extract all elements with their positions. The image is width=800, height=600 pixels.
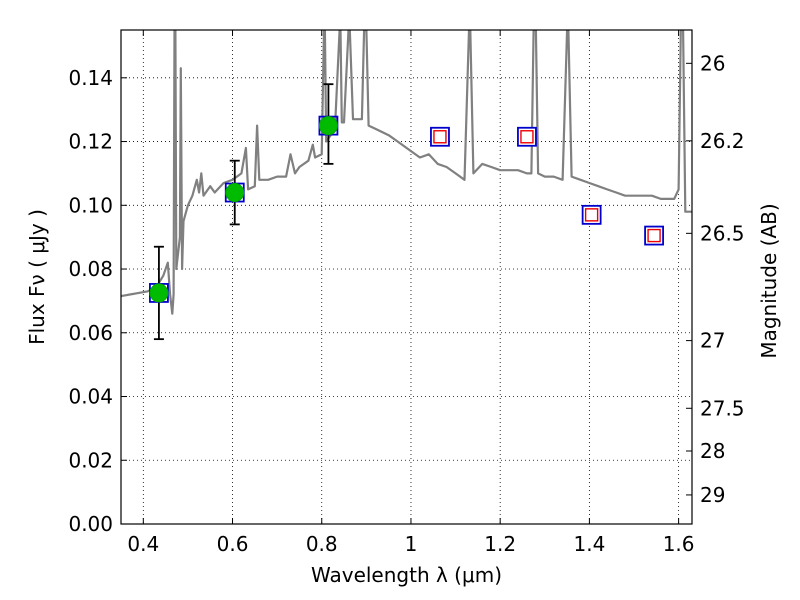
right-tick-label: 27 <box>700 329 725 353</box>
bandpass-box <box>644 225 664 246</box>
right-tick-label: 29 <box>700 483 725 507</box>
x-tick-label: 0.8 <box>306 532 338 556</box>
y-axis-label: Flux Fν ( μJy ) <box>25 209 49 345</box>
ticks: 0.4 0.6 0.8 1 1.2 1.4 1.6 0.00 0.02 0.04 0.06 0.08 0… <box>68 30 745 556</box>
y-tick-label: 0.12 <box>68 130 113 154</box>
x-tick-label: 1 <box>405 532 418 556</box>
right-tick-label: 27.5 <box>700 396 745 420</box>
y-tick-label: 0.08 <box>68 257 113 281</box>
right-tick-label: 26.2 <box>700 129 745 153</box>
y-tick-label: 0.00 <box>68 512 113 536</box>
x-tick-label: 0.6 <box>217 532 249 556</box>
model-flux-box <box>647 228 661 243</box>
detection-point <box>149 283 169 303</box>
x-tick-label: 1.2 <box>484 532 516 556</box>
y-tick-label: 0.02 <box>68 448 113 472</box>
right-tick-label: 26.5 <box>700 221 745 245</box>
right-tick-label: 28 <box>700 439 725 463</box>
x-axis-label: Wavelength λ (μm) <box>311 563 502 587</box>
bandpass-box <box>430 126 450 147</box>
bandpass-box <box>581 204 602 225</box>
x-tick-label: 0.4 <box>127 532 159 556</box>
model-sed-line <box>121 30 692 315</box>
y-tick-label: 0.06 <box>68 321 113 345</box>
detection-point <box>318 116 338 136</box>
model-flux-box <box>433 130 447 144</box>
bandpass-box <box>517 126 537 147</box>
right-axis-label: Magnitude (AB) <box>757 203 781 358</box>
x-tick-label: 1.4 <box>573 532 605 556</box>
model-flux-box <box>584 208 599 222</box>
x-tick-label: 1.6 <box>663 532 695 556</box>
y-tick-label: 0.04 <box>68 385 113 409</box>
plot-frame <box>120 29 693 525</box>
markers-group <box>149 83 664 341</box>
y-tick-label: 0.14 <box>68 66 113 90</box>
right-tick-label: 26 <box>700 51 725 75</box>
y-tick-label: 0.10 <box>68 193 113 217</box>
detection-point <box>225 183 245 203</box>
model-curve-group <box>121 30 692 315</box>
model-flux-box <box>520 130 534 144</box>
